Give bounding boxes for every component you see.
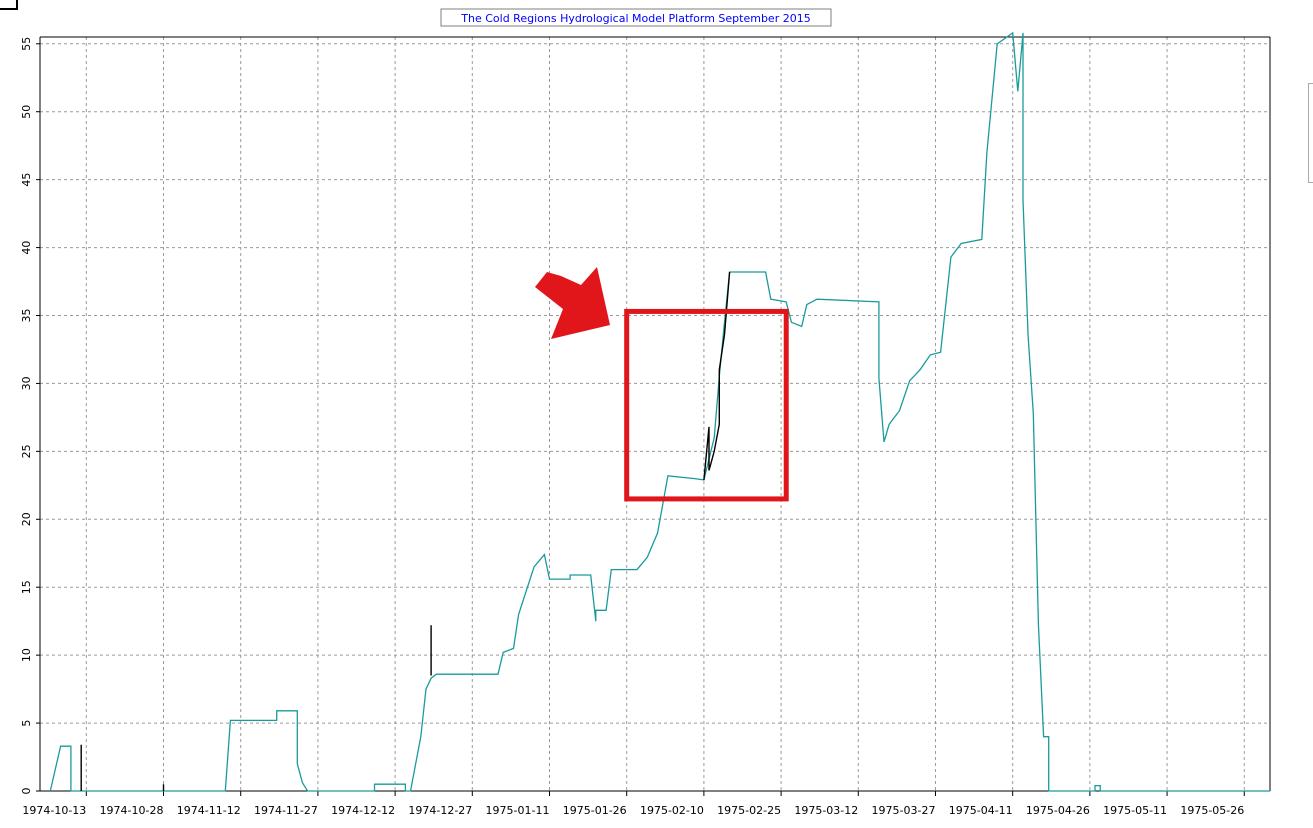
y-tick-label: 5 — [20, 720, 33, 727]
x-tick-label: 1975-04-11 — [949, 804, 1013, 817]
x-tick-label: 1974-10-28 — [100, 804, 164, 817]
y-tick-label: 35 — [20, 309, 33, 323]
x-tick-label: 1974-11-12 — [177, 804, 241, 817]
grid — [40, 37, 1270, 791]
x-tick-label: 1975-05-11 — [1103, 804, 1167, 817]
y-tick-label: 10 — [20, 648, 33, 662]
x-tick-label: 1975-04-26 — [1026, 804, 1090, 817]
red-arrow — [535, 267, 610, 339]
y-tick-label: 40 — [20, 241, 33, 255]
y-tick-label: 45 — [20, 173, 33, 187]
top-left-marker — [0, 0, 18, 10]
y-tick-label: 20 — [20, 512, 33, 526]
chart-title-text: The Cold Regions Hydrological Model Plat… — [460, 12, 810, 25]
y-tick-label: 0 — [20, 788, 33, 795]
x-tick-label: 1975-01-26 — [563, 804, 627, 817]
y-tick-label: 55 — [20, 37, 33, 51]
series-line-black — [703, 271, 731, 480]
x-tick-label: 1974-11-27 — [254, 804, 318, 817]
series-line-teal — [49, 31, 1270, 792]
x-tick-label: 1975-01-11 — [486, 804, 550, 817]
x-tick-label: 1974-12-12 — [331, 804, 395, 817]
annotations — [535, 267, 789, 502]
y-tick-label: 25 — [20, 444, 33, 458]
chart-title-box — [440, 8, 832, 27]
x-tick-label: 1975-03-12 — [794, 804, 858, 817]
x-tick-label: 1975-02-25 — [717, 804, 781, 817]
y-axis-ticks: 0 5 10 15 20 25 30 35 40 45 50 55 — [20, 37, 33, 795]
x-tick-label: 1975-05-26 — [1180, 804, 1244, 817]
axes — [36, 36, 1271, 796]
highlight-rectangle — [624, 308, 789, 502]
y-tick-label: 15 — [20, 580, 33, 594]
legend-box-fragment — [1308, 83, 1313, 183]
series — [49, 31, 1271, 792]
x-tick-label: 1975-03-27 — [872, 804, 936, 817]
y-tick-label: 50 — [20, 105, 33, 119]
x-tick-label: 1974-12-27 — [408, 804, 472, 817]
x-axis-ticks: 1974-10-13 1974-10-28 1974-11-12 1974-11-27… — [22, 804, 1244, 817]
x-tick-label: 1975-02-10 — [640, 804, 704, 817]
chart-title: The Cold Regions Hydrological Model Plat… — [440, 8, 832, 27]
x-tick-label: 1974-10-13 — [22, 804, 86, 817]
y-tick-label: 30 — [20, 376, 33, 390]
